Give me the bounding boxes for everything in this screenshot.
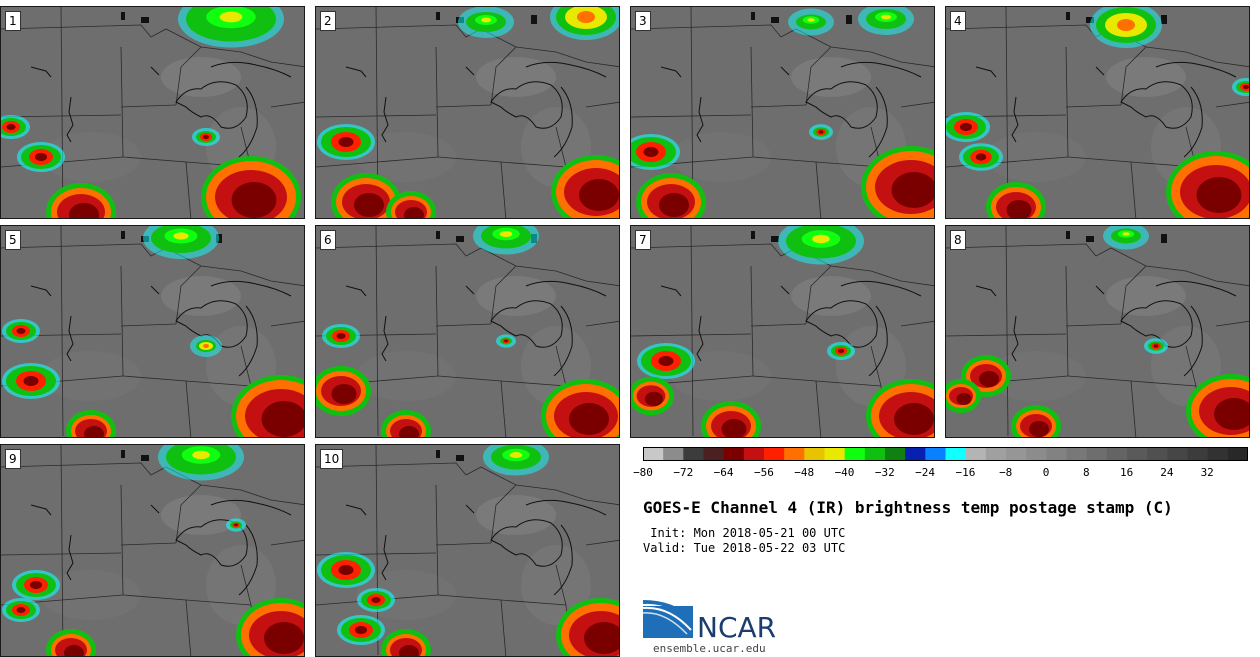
- colorbar-segment: [643, 447, 664, 461]
- map-panel: 9: [0, 444, 305, 657]
- colorbar-tick-label: 16: [1119, 466, 1134, 479]
- temperature-colorbar: [643, 447, 1248, 461]
- colorbar-segment: [945, 447, 967, 461]
- panel-number: 4: [950, 11, 966, 31]
- colorbar-segment: [965, 447, 987, 461]
- colorbar-segment: [1207, 447, 1229, 461]
- colorbar-segment: [1046, 447, 1067, 461]
- satellite-map: [631, 7, 934, 218]
- colorbar-segment: [1006, 447, 1027, 461]
- colorbar-tick-label: −64: [713, 466, 734, 479]
- colorbar-segment: [743, 447, 765, 461]
- panel-number: 6: [320, 230, 336, 250]
- panel-number: 8: [950, 230, 966, 250]
- colorbar-segment: [824, 447, 846, 461]
- colorbar-tick-label: 8: [1082, 466, 1090, 479]
- colorbar-tick-label: −8: [999, 466, 1013, 479]
- colorbar-tick-label: 0: [1042, 466, 1050, 479]
- colorbar-segment: [723, 447, 745, 461]
- map-panel: 10: [315, 444, 620, 657]
- colorbar-tick-label: −32: [874, 466, 895, 479]
- colorbar-segment: [1086, 447, 1108, 461]
- figure-title: GOES-E Channel 4 (IR) brightness temp po…: [643, 498, 1173, 517]
- colorbar-tick-label: −40: [834, 466, 855, 479]
- ncar-logo-icon: [643, 600, 693, 638]
- colorbar-tick-label: −72: [673, 466, 694, 479]
- panel-number: 3: [635, 11, 651, 31]
- colorbar-tick-label: −80: [633, 466, 653, 479]
- colorbar-tick-label: −48: [794, 466, 815, 479]
- colorbar-segment: [784, 447, 805, 461]
- colorbar-segment: [1227, 447, 1248, 461]
- colorbar-segment: [1167, 447, 1188, 461]
- satellite-map: [946, 226, 1249, 437]
- valid-time: Valid: Tue 2018-05-22 03 UTC: [643, 541, 846, 555]
- colorbar-segment: [663, 447, 684, 461]
- colorbar-segment: [985, 447, 1007, 461]
- colorbar-tick-label: −24: [915, 466, 936, 479]
- map-panel: 1: [0, 6, 305, 219]
- map-panel: 2: [315, 6, 620, 219]
- colorbar-segment: [1106, 447, 1128, 461]
- map-panel: 6: [315, 225, 620, 438]
- colorbar-segment: [864, 447, 886, 461]
- satellite-map: [316, 7, 619, 218]
- colorbar-segment: [1066, 447, 1088, 461]
- satellite-map: [1, 7, 304, 218]
- map-panel: 5: [0, 225, 305, 438]
- logo-wordmark: NCAR: [697, 611, 777, 644]
- colorbar-segment: [1147, 447, 1168, 461]
- colorbar-segment: [844, 447, 866, 461]
- colorbar-segment: [703, 447, 725, 461]
- panel-number: 1: [5, 11, 21, 31]
- colorbar-segment: [1026, 447, 1047, 461]
- panel-number: 9: [5, 449, 21, 469]
- panel-number: 5: [5, 230, 21, 250]
- panel-number: 2: [320, 11, 336, 31]
- map-panel: 8: [945, 225, 1250, 438]
- colorbar-tick-label: −16: [955, 466, 976, 479]
- colorbar-segment: [764, 447, 785, 461]
- satellite-map: [316, 445, 619, 656]
- satellite-map: [316, 226, 619, 437]
- colorbar-segment: [905, 447, 926, 461]
- satellite-map: [1, 445, 304, 656]
- colorbar-segment: [925, 447, 946, 461]
- colorbar-tick-label: 32: [1200, 466, 1214, 479]
- colorbar-tick-label: −56: [753, 466, 774, 479]
- colorbar-segment: [804, 447, 825, 461]
- map-panel: 7: [630, 225, 935, 438]
- site-url: ensemble.ucar.edu: [653, 642, 766, 655]
- map-panel: 3: [630, 6, 935, 219]
- satellite-map: [631, 226, 934, 437]
- panel-number: 10: [320, 449, 344, 469]
- satellite-map: [1, 226, 304, 437]
- panel-number: 7: [635, 230, 651, 250]
- init-time: Init: Mon 2018-05-21 00 UTC: [643, 526, 846, 540]
- colorbar-segment: [1187, 447, 1209, 461]
- colorbar-frame: [643, 447, 1248, 461]
- satellite-map: [946, 7, 1249, 218]
- colorbar-segment: [1127, 447, 1148, 461]
- colorbar-segment: [885, 447, 906, 461]
- colorbar-segment: [683, 447, 704, 461]
- colorbar-tick-label: 24: [1160, 466, 1174, 479]
- map-panel: 4: [945, 6, 1250, 219]
